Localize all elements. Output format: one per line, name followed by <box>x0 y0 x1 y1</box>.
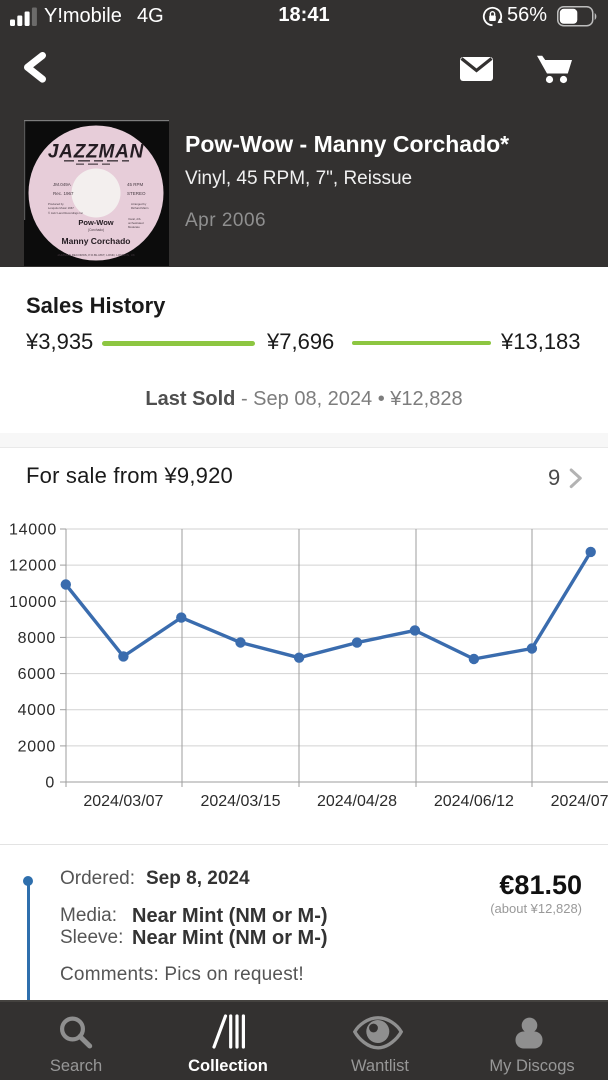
svg-text:JM.049A: JM.049A <box>53 182 71 187</box>
svg-text:Pow-Wow: Pow-Wow <box>78 218 113 227</box>
svg-text:Manny Corchado: Manny Corchado <box>62 236 131 246</box>
svg-text:6000: 6000 <box>18 666 56 683</box>
svg-text:2024/07/21: 2024/07/21 <box>551 793 608 810</box>
svg-text:2024/03/07: 2024/03/07 <box>83 793 163 810</box>
svg-text:2000: 2000 <box>18 738 56 755</box>
svg-text:4000: 4000 <box>18 702 56 719</box>
svg-text:14000: 14000 <box>9 522 57 539</box>
svg-text:12000: 12000 <box>9 558 57 575</box>
svg-text:2024/04/28: 2024/04/28 <box>317 793 397 810</box>
svg-text:STEREO: STEREO <box>127 191 146 196</box>
svg-text:2024/03/15: 2024/03/15 <box>200 793 280 810</box>
svg-text:© Jazz Land Recordings Inc: © Jazz Land Recordings Inc <box>48 211 84 215</box>
svg-text:Lonquito Music 1967: Lonquito Music 1967 <box>48 206 74 210</box>
svg-text:JAZZMAN: JAZZMAN <box>48 142 145 163</box>
svg-text:(Corchado): (Corchado) <box>88 228 104 232</box>
svg-text:0: 0 <box>45 775 55 792</box>
svg-text:Rec. 1967: Rec. 1967 <box>53 191 74 196</box>
svg-text:10000: 10000 <box>9 594 57 611</box>
svg-text:2024/06/12: 2024/06/12 <box>434 793 514 810</box>
svg-text:orchestrated: orchestrated <box>128 221 144 225</box>
svg-text:Richard Marin: Richard Marin <box>131 206 149 210</box>
svg-text:Arranged by: Arranged by <box>131 202 147 206</box>
svg-text:Vocal, drb.: Vocal, drb. <box>128 217 141 221</box>
svg-text:45 RPM: 45 RPM <box>127 182 144 187</box>
svg-text:8000: 8000 <box>18 630 56 647</box>
svg-text:JAZZMAN RECORDS, P.O.BL.MKT, L: JAZZMAN RECORDS, P.O.BL.MKT, LOND, LONDO… <box>57 253 135 257</box>
svg-text:Produced by: Produced by <box>48 202 64 206</box>
svg-text:Moderato: Moderato <box>128 225 140 229</box>
